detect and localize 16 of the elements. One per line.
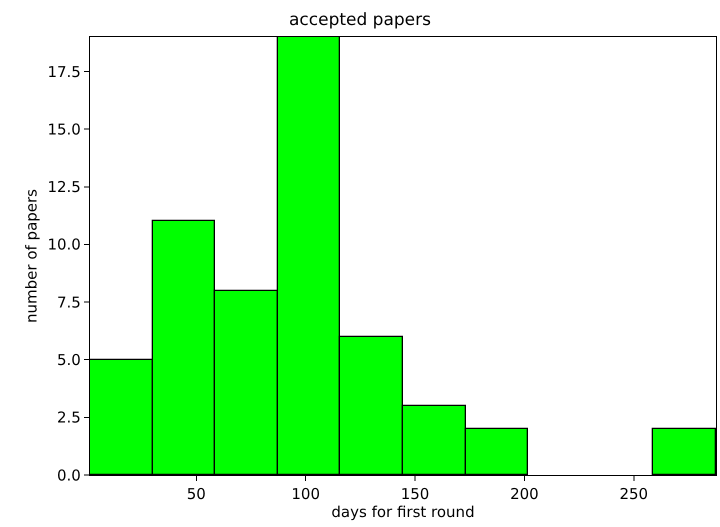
x-axis-title: days for first round — [331, 503, 475, 522]
x-tick-label: 150 — [400, 485, 430, 504]
x-tick-label: 250 — [619, 485, 648, 504]
x-tick-label: 50 — [186, 485, 206, 504]
y-tick-label: 12.5 — [47, 178, 81, 196]
y-tick-label: 10.0 — [47, 236, 81, 254]
y-tick-label: 15.0 — [47, 120, 81, 138]
chart-title: accepted papers — [289, 10, 432, 30]
y-tick-label: 0.0 — [56, 466, 81, 484]
y-tick-label: 2.5 — [56, 408, 81, 427]
x-tick-label: 100 — [291, 485, 320, 504]
y-tick-label: 5.0 — [56, 350, 81, 369]
y-tick-label: 7.5 — [56, 293, 81, 312]
y-axis-title: number of papers — [22, 188, 41, 323]
x-tick-label: 200 — [510, 485, 539, 504]
y-tick-label: 17.5 — [47, 62, 81, 81]
